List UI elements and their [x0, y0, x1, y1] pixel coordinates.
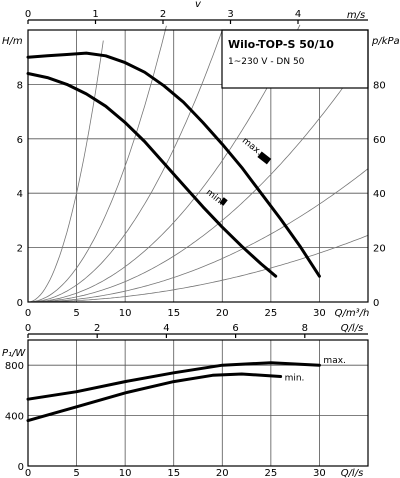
x-tick-label-2: 30 [313, 468, 326, 478]
y-tick-label: 0 [17, 298, 23, 309]
plot-frame-2 [27, 339, 369, 467]
x-tick-label: 10 [119, 308, 132, 319]
system-curve [27, 25, 167, 303]
x-tick-label-2: 25 [264, 468, 277, 478]
y-right-tick-label: 40 [373, 189, 386, 200]
top-tick-label: 3 [227, 9, 233, 20]
y-tick-label-2: 800 [5, 361, 24, 372]
top-tick-label-2: 4 [163, 323, 169, 334]
top-tick-label: 0 [25, 9, 31, 20]
y-right-axis-label: p/kPa [371, 36, 400, 47]
top-tick-label-2: 8 [302, 323, 308, 334]
top-tick-label-2: 2 [94, 323, 100, 334]
top-tick-label: 2 [160, 9, 166, 20]
pump-curve-max [26, 51, 321, 278]
plot-frame-1 [27, 29, 369, 303]
x-tick-label-2: 15 [167, 468, 180, 478]
y-tick-label: 8 [17, 80, 23, 91]
power-label-min: min. [285, 374, 305, 384]
x-tick-label: 25 [264, 308, 277, 319]
x-tick-label-2: 0 [25, 468, 31, 478]
power-curve-min [26, 372, 283, 423]
power-label-max: max. [323, 356, 345, 366]
system-curve [28, 168, 369, 303]
y-tick-label: 4 [17, 189, 23, 200]
x-tick-label-2: 20 [216, 468, 229, 478]
y-right-tick-label: 80 [373, 80, 386, 91]
y-right-tick-label: 20 [373, 244, 386, 255]
y-right-tick-label: 60 [373, 135, 386, 146]
top-tick-label-2: 6 [232, 323, 238, 334]
y-tick-label: 6 [17, 135, 23, 146]
x-tick-label-2: 5 [73, 468, 79, 478]
max-marker [257, 151, 272, 165]
supply-subtitle: 1~230 V - DN 50 [228, 57, 305, 67]
system-curve [28, 24, 301, 303]
system-curve [28, 51, 369, 303]
y-axis-label-2: P₁/W [2, 348, 26, 359]
x-tick-label-2: 10 [119, 468, 132, 478]
x-tick-label: 15 [167, 308, 180, 319]
title-box [221, 29, 369, 89]
top-axis-label: v [195, 0, 202, 10]
x-axis-label: Q/m³/h [335, 308, 370, 319]
top-axis-label-2: Q/l/s [341, 323, 364, 334]
y-tick-label-2: 0 [18, 462, 24, 473]
x-tick-label: 5 [73, 308, 79, 319]
system-curve [27, 40, 104, 303]
top-tick-label: 1 [92, 9, 98, 20]
power-curve-max [26, 361, 321, 401]
pump-curve-min [26, 72, 278, 278]
y-axis-label: H/m [2, 36, 23, 47]
top-axis-unit: m/s [347, 10, 365, 21]
x-tick-label: 20 [216, 308, 229, 319]
x-tick-label: 30 [313, 308, 326, 319]
y-right-tick-label: 0 [373, 298, 379, 309]
x-tick-label: 0 [25, 308, 31, 319]
system-curve [28, 29, 223, 303]
top-tick-label: 4 [295, 9, 301, 20]
top-tick-label-2: 0 [25, 323, 31, 334]
x-axis-label-2: Q/l/s [341, 468, 364, 478]
min-marker [219, 197, 228, 206]
system-curve [28, 235, 369, 303]
pump-model-title: Wilo-TOP-S 50/10 [228, 38, 334, 51]
y-tick-label-2: 400 [5, 412, 24, 423]
y-tick-label: 2 [17, 244, 23, 255]
